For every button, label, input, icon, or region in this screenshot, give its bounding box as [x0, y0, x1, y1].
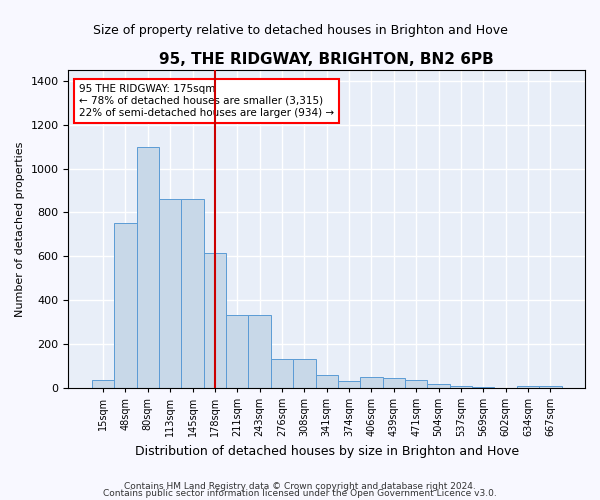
Bar [181, 200, 204, 388]
Bar [539, 386, 562, 388]
Bar [293, 360, 316, 388]
Bar [450, 386, 472, 388]
Bar [92, 380, 114, 388]
Bar [226, 316, 248, 388]
Bar [271, 360, 293, 388]
Bar [159, 200, 181, 388]
Text: Size of property relative to detached houses in Brighton and Hove: Size of property relative to detached ho… [92, 24, 508, 37]
Text: 95 THE RIDGWAY: 175sqm
← 78% of detached houses are smaller (3,315)
22% of semi-: 95 THE RIDGWAY: 175sqm ← 78% of detached… [79, 84, 334, 117]
Bar [383, 378, 405, 388]
Bar [114, 224, 137, 388]
Text: Contains public sector information licensed under the Open Government Licence v3: Contains public sector information licen… [103, 489, 497, 498]
Bar [472, 386, 494, 388]
Bar [405, 380, 427, 388]
Title: 95, THE RIDGWAY, BRIGHTON, BN2 6PB: 95, THE RIDGWAY, BRIGHTON, BN2 6PB [160, 52, 494, 68]
Bar [316, 374, 338, 388]
Bar [338, 381, 360, 388]
Bar [517, 386, 539, 388]
Bar [360, 377, 383, 388]
Bar [204, 253, 226, 388]
X-axis label: Distribution of detached houses by size in Brighton and Hove: Distribution of detached houses by size … [134, 444, 519, 458]
Bar [248, 316, 271, 388]
Text: Contains HM Land Registry data © Crown copyright and database right 2024.: Contains HM Land Registry data © Crown c… [124, 482, 476, 491]
Bar [137, 146, 159, 388]
Y-axis label: Number of detached properties: Number of detached properties [15, 141, 25, 316]
Bar [427, 384, 450, 388]
